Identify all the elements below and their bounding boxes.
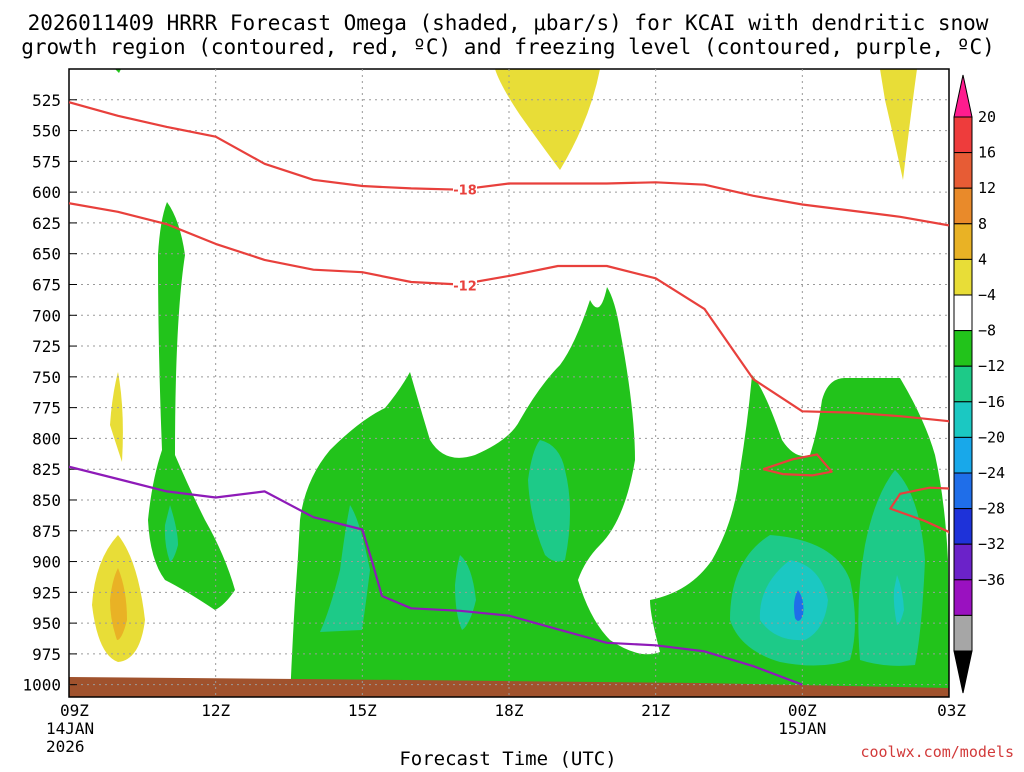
colorbar-label: −20 (978, 428, 1005, 446)
colorbar-swatch (953, 294, 973, 332)
dgz-isotherm-line (889, 486, 949, 534)
colorbar: 20 16 12 8 4 −4 −8 −12 −16 −20 −24 −28 −32 −36 (953, 74, 1005, 694)
omega-negative-core (320, 505, 370, 632)
y-tick-label: 675 (32, 275, 61, 294)
colorbar-label: −24 (978, 464, 1005, 482)
x-tick-label: 15Z (348, 701, 377, 720)
colorbar-label: −16 (978, 393, 1005, 411)
chart-title-line-1: 2026011409 HRRR Forecast Omega (shaded, … (28, 11, 989, 35)
site-credit[interactable]: coolwx.com/models (860, 743, 1014, 761)
x-tick-date: 15JAN (778, 719, 826, 738)
omega-negative-lobe (115, 69, 121, 73)
x-tick-date: 14JAN (46, 719, 94, 738)
contours: -18 -12 (69, 101, 949, 686)
dgz-isotherm-line (69, 202, 949, 424)
y-tick-label: 650 (32, 245, 61, 264)
y-tick-label: 575 (32, 152, 61, 171)
chart-title-line-2: growth region (contoured, red, ºC) and f… (21, 35, 995, 59)
y-tick-label: 550 (32, 122, 61, 141)
colorbar-swatch (953, 614, 973, 652)
colorbar-swatch (953, 223, 973, 260)
dgz-isotherm-line (762, 453, 833, 477)
omega-positive-lobe (495, 69, 600, 170)
y-tick-label: 525 (32, 91, 61, 110)
colorbar-swatch (953, 365, 973, 403)
colorbar-label: −32 (978, 535, 1005, 553)
colorbar-label: −28 (978, 500, 1005, 518)
x-tick-label: 03Z (937, 701, 966, 720)
omega-negative-lobe (148, 202, 235, 610)
dgz-isotherm-line (69, 101, 949, 227)
y-tick-label: 800 (32, 429, 61, 448)
y-tick-label: 975 (32, 645, 61, 664)
colorbar-swatch (953, 508, 973, 545)
y-tick-label: 700 (32, 306, 61, 325)
omega-positive-core (110, 568, 127, 640)
omega-negative-core (858, 470, 925, 666)
colorbar-label: 4 (978, 250, 987, 268)
colorbar-cap-top (953, 74, 973, 118)
colorbar-cap-bottom (953, 650, 973, 694)
isotherm-label-bg (453, 276, 477, 293)
x-tick-label: 18Z (495, 701, 524, 720)
y-tick-label: 875 (32, 522, 61, 541)
omega-negative-core (794, 590, 804, 621)
omega-shading (69, 69, 949, 697)
colorbar-swatch (953, 187, 973, 225)
colorbar-label: −36 (978, 571, 1005, 589)
gridlines (69, 69, 949, 697)
colorbar-label: −4 (978, 286, 996, 304)
colorbar-swatch (953, 436, 973, 474)
y-tick-label: 600 (32, 183, 61, 202)
y-tick-label: 850 (32, 491, 61, 510)
x-tick-label: 21Z (641, 701, 670, 720)
colorbar-label: −8 (978, 322, 996, 340)
colorbar-swatch (953, 152, 973, 189)
freezing-level-line (69, 465, 803, 686)
y-tick-label: 950 (32, 614, 61, 633)
colorbar-label: 16 (978, 144, 996, 162)
isotherm-label: -18 (453, 184, 477, 199)
colorbar-swatch (953, 401, 973, 438)
x-tick-label: 12Z (201, 701, 230, 720)
omega-positive-lobe (880, 69, 917, 180)
y-tick-label: 825 (32, 460, 61, 479)
pressure-axis: 525 550 575 600 625 650 675 700 725 750 775 800 825 8… (22, 91, 61, 695)
omega-negative-core (893, 575, 904, 625)
colorbar-swatch (953, 472, 973, 510)
y-tick-label: 1000 (22, 676, 61, 695)
omega-positive-lobe (110, 372, 123, 462)
x-tick-label: 00Z (788, 701, 817, 720)
y-tick-label: 750 (32, 368, 61, 387)
colorbar-label: −12 (978, 357, 1005, 375)
colorbar-label: 8 (978, 215, 987, 233)
omega-negative-core (759, 560, 828, 641)
y-tick-label: 925 (32, 583, 61, 602)
y-tick-label: 775 (32, 399, 61, 418)
x-axis-label: Forecast Time (UTC) (399, 748, 616, 768)
colorbar-label: 20 (978, 108, 996, 126)
colorbar-swatch (953, 543, 973, 581)
x-tick-year: 2026 (46, 737, 85, 756)
y-tick-label: 625 (32, 214, 61, 233)
isotherm-label: -12 (453, 280, 477, 295)
colorbar-swatch (953, 116, 973, 154)
y-tick-label: 725 (32, 337, 61, 356)
y-tick-label: 900 (32, 553, 61, 572)
colorbar-swatch (953, 258, 973, 296)
colorbar-swatch (953, 330, 973, 367)
colorbar-label: 12 (978, 179, 996, 197)
isotherm-label-bg (453, 180, 477, 197)
colorbar-swatch (953, 579, 973, 616)
x-tick-label: 09Z (60, 701, 89, 720)
omega-negative-core (164, 505, 178, 562)
